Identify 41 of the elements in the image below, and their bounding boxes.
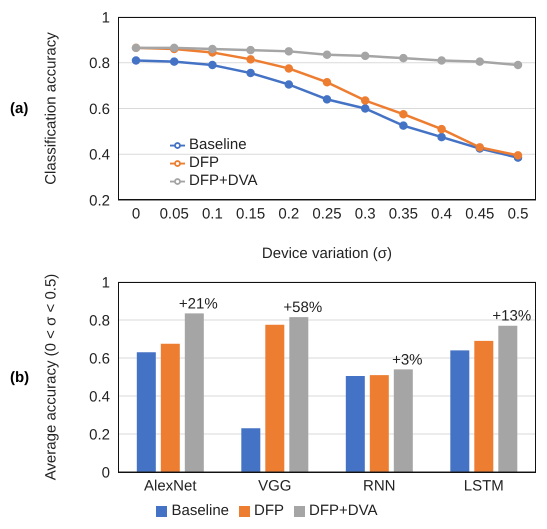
legend-label: Baseline <box>171 502 230 519</box>
x-tick-label: VGG <box>258 478 292 495</box>
y-axis-title: Average accuracy (0 < σ < 0.5) <box>42 274 60 480</box>
text: (a) <box>10 100 28 116</box>
x-tick-label: 0.05 <box>160 206 189 223</box>
y-tick-label: 0.2 <box>89 192 110 210</box>
x-tick-label: 0.45 <box>465 206 494 223</box>
legend-label: DFP+DVA <box>189 172 258 189</box>
y-tick-label: 0.4 <box>89 146 110 164</box>
x-tick-label: 0.5 <box>508 206 528 223</box>
legend-label: DFP <box>254 502 284 519</box>
y-tick-label: 0.4 <box>89 388 110 406</box>
y-tick-label: 1 <box>102 9 110 26</box>
x-tick-label: 0.25 <box>312 206 342 223</box>
y-tick-label: 0.6 <box>89 100 110 118</box>
y-tick-label: 1 <box>102 274 110 292</box>
text: (b) <box>10 368 30 386</box>
x-tick-label: LSTM <box>464 478 504 495</box>
legend-label: Baseline <box>189 136 247 153</box>
x-axis-title: Device variation (σ) <box>262 245 392 262</box>
y-tick-label: 0.6 <box>89 350 110 368</box>
x-tick-label: 0.3 <box>354 206 376 223</box>
x-tick-label: 0.35 <box>388 206 418 223</box>
annotation: +58% <box>283 299 322 316</box>
x-tick-label: 0.2 <box>278 206 300 223</box>
x-tick-label: RNN <box>363 478 396 495</box>
x-tick-label: 0.15 <box>236 206 266 223</box>
annotation: +13% <box>492 308 532 325</box>
y-tick-label: 0.2 <box>89 426 110 444</box>
x-tick-label: 0.4 <box>431 206 452 223</box>
y-tick-label: 0 <box>102 464 110 482</box>
x-tick-label: 0.1 <box>202 206 223 223</box>
x-tick-label: AlexNet <box>144 478 198 495</box>
y-axis-title: Classification accuracy <box>42 32 60 185</box>
legend-label: DFP+DVA <box>309 502 378 519</box>
y-tick-label: 0.8 <box>89 312 110 330</box>
y-tick-label: 0.8 <box>89 55 110 72</box>
annotation: +21% <box>178 295 218 312</box>
x-tick-label: 0 <box>132 206 140 223</box>
legend-label: DFP <box>189 154 219 171</box>
annotation: +3% <box>392 351 423 368</box>
